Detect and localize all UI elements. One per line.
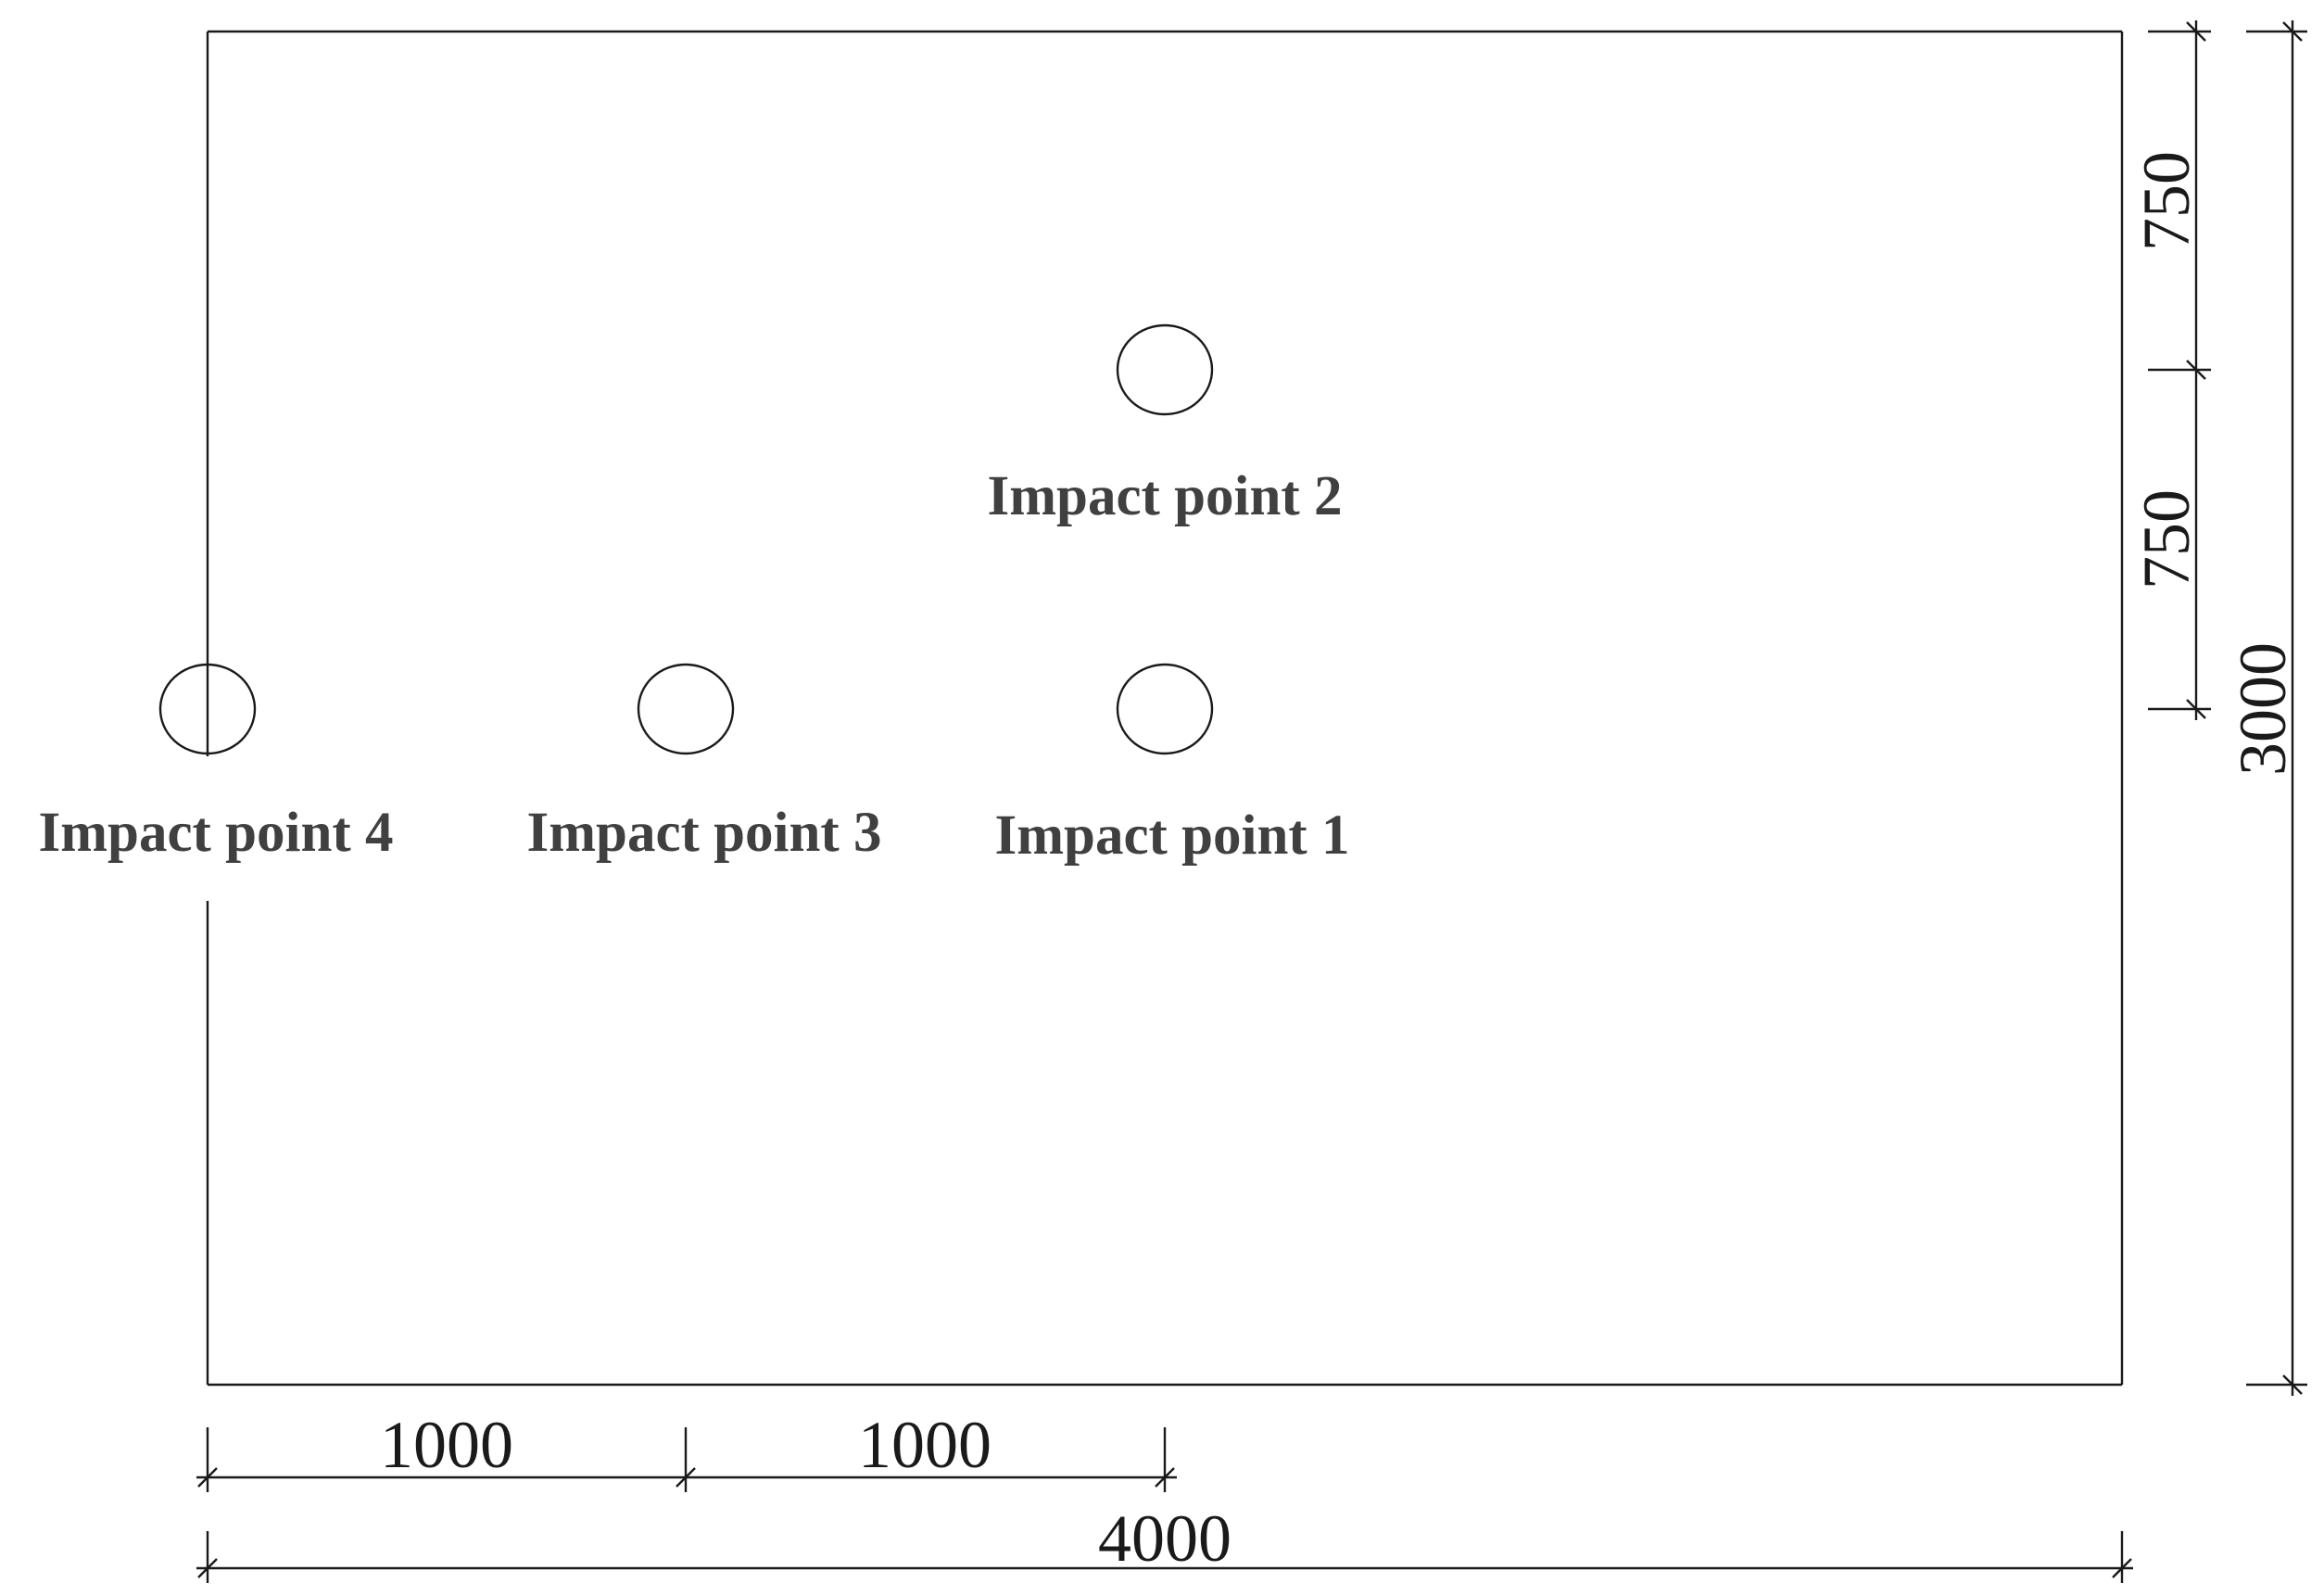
dimension-tick [1155, 1467, 1175, 1488]
impact-point-2-label: Impact point 2 [988, 465, 1343, 527]
impact-labels: Impact point 2 Impact point 1 Impact poi… [39, 465, 1350, 867]
total-width-dimension: 4000 [196, 1501, 2133, 1583]
spacing-y-1-value: 750 [2129, 151, 2204, 251]
total-height-value: 3000 [2226, 642, 2300, 776]
impact-point-3-marker [637, 663, 735, 755]
horizontal-spacing-dimension: 1000 1000 [196, 1408, 1177, 1492]
impact-point-2-marker [1116, 323, 1214, 416]
impact-point-1-label: Impact point 1 [995, 804, 1350, 867]
dimension-tick [197, 1467, 218, 1488]
total-height-dimension: 3000 [2226, 20, 2307, 1396]
dimension-tick [2186, 21, 2206, 42]
dimension-tick [2186, 699, 2206, 719]
impact-point-1-marker [1116, 663, 1214, 755]
dimension-tick [2282, 21, 2303, 42]
spacing-y-2-value: 750 [2129, 489, 2204, 589]
dimension-tick [2282, 1374, 2303, 1395]
impact-point-4-marker [158, 663, 257, 755]
slab-outline [206, 30, 2124, 1387]
dimension-tick [2186, 360, 2206, 380]
spacing-x-2-value: 1000 [858, 1408, 991, 1482]
impact-point-4-label: Impact point 4 [39, 802, 394, 864]
impact-markers [158, 323, 1214, 755]
vertical-spacing-dimension: 750 750 [2129, 20, 2211, 720]
impact-point-3-label: Impact point 3 [527, 802, 882, 864]
total-width-value: 4000 [1098, 1501, 1231, 1576]
dimension-tick [2112, 1558, 2132, 1578]
dimension-tick [197, 1558, 218, 1578]
dimension-tick [676, 1467, 696, 1488]
spacing-x-1-value: 1000 [380, 1408, 513, 1482]
